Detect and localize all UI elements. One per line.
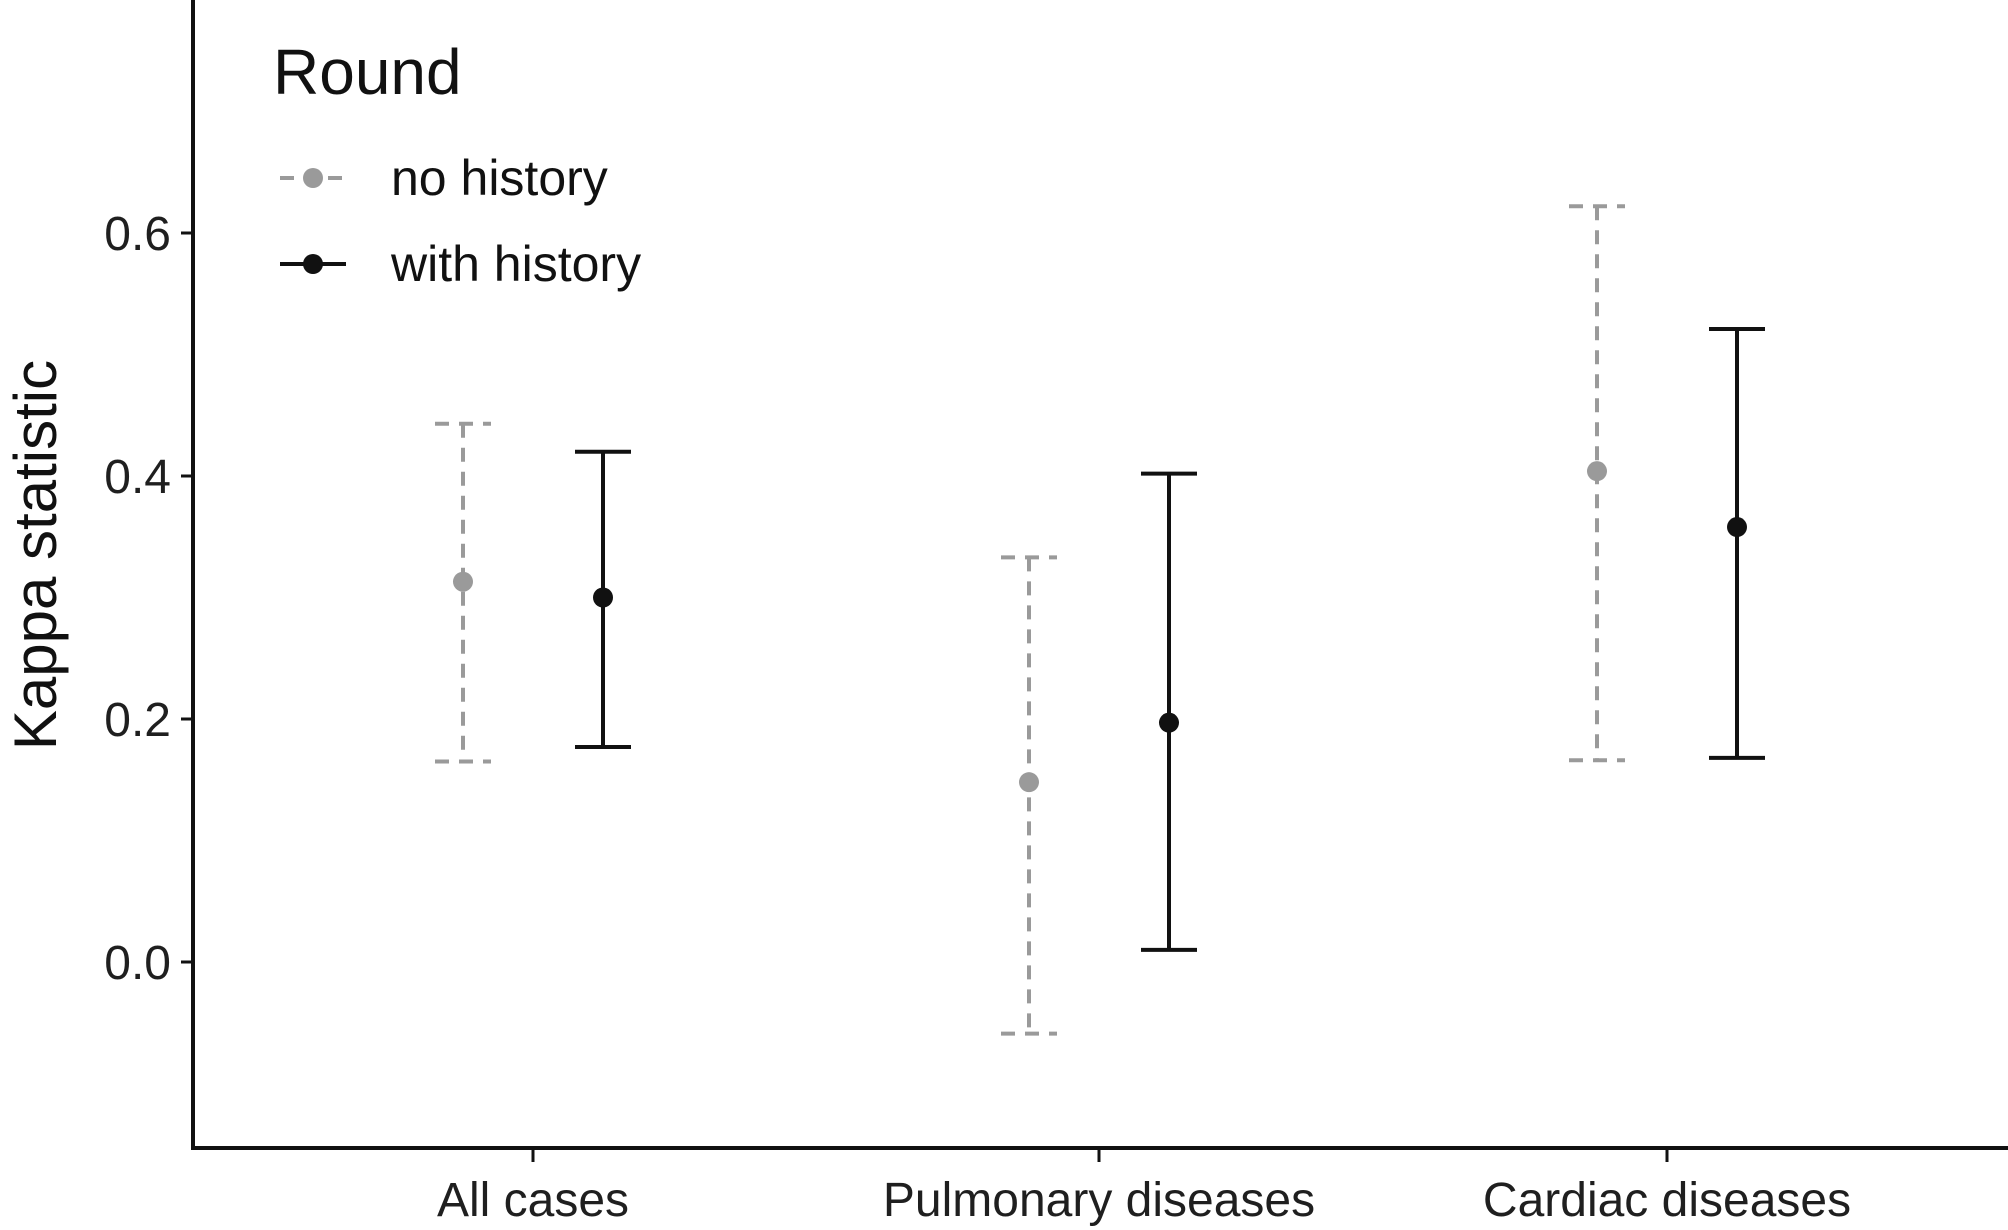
x-tick-label: All cases — [437, 1174, 629, 1227]
legend-label: with history — [390, 236, 641, 292]
data-point — [593, 587, 613, 608]
y-axis-title: Kappa statistic — [2, 360, 69, 750]
data-point — [1587, 461, 1607, 482]
y-tick-label: 0.6 — [104, 208, 171, 261]
y-ticks: 0.0 0.2 0.4 0.6 — [104, 208, 193, 990]
series-layer — [435, 204, 1765, 1036]
x-ticks: All cases Pulmonary diseases Cardiac disea… — [437, 1148, 1851, 1227]
series-no-history — [435, 204, 1625, 1036]
legend-label: no history — [391, 150, 608, 206]
data-point — [1159, 712, 1179, 733]
legend-title: Round — [273, 36, 462, 108]
legend-key-point — [303, 254, 323, 274]
x-tick-label: Pulmonary diseases — [883, 1174, 1315, 1227]
legend-key-point — [303, 168, 323, 188]
y-tick-label: 0.0 — [104, 937, 171, 990]
y-tick-label: 0.2 — [104, 694, 171, 747]
legend: Round no history with history — [273, 36, 641, 292]
data-point — [1019, 772, 1039, 793]
x-tick-label: Cardiac diseases — [1483, 1174, 1851, 1227]
data-point — [1727, 517, 1747, 538]
data-point — [453, 571, 473, 592]
series-with-history — [575, 326, 1765, 952]
legend-items: no history with history — [280, 150, 641, 292]
y-tick-label: 0.4 — [104, 451, 171, 504]
